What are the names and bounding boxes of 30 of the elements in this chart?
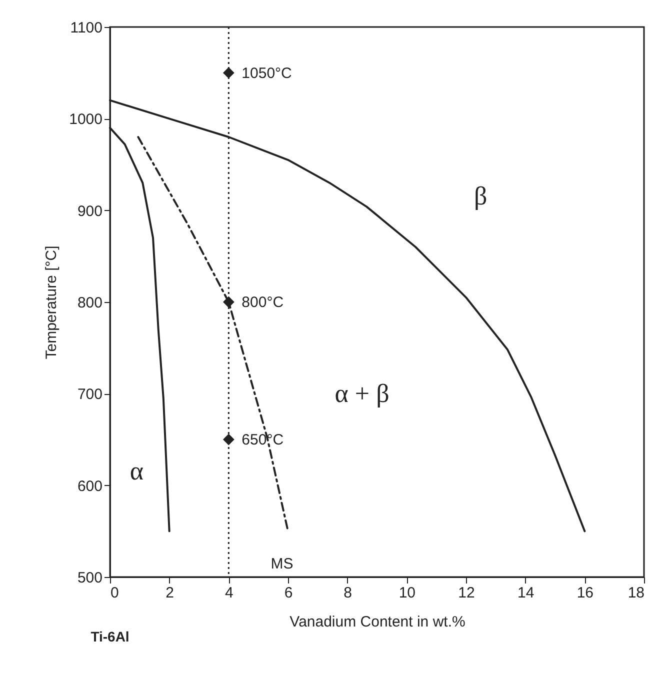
point	[222, 434, 234, 446]
y-tick-label: 900	[77, 202, 102, 220]
data-label: 800°C	[242, 294, 284, 311]
data-label: 1050°C	[242, 64, 292, 82]
data-label: 650°C	[242, 432, 284, 448]
x-tick-label: 16	[576, 584, 594, 602]
y-tick-label: 800	[77, 294, 102, 312]
annotation: α	[130, 456, 144, 486]
text: Ti-6Al	[90, 628, 130, 644]
x-tick-label: 4	[224, 584, 234, 602]
x-axis-title: Vanadium Content in wt.%	[290, 614, 466, 630]
y-tick-label: 700	[77, 386, 102, 404]
x-tick-label: 2	[166, 584, 174, 602]
x-tick-label: 6	[284, 584, 293, 602]
x-tick-label: 14	[517, 584, 534, 602]
x-tick-label: 0	[110, 584, 119, 602]
y-tick-label: 600	[77, 478, 102, 495]
y-tick-label: 1100	[70, 20, 102, 36]
x-tick-label: 10	[398, 584, 416, 602]
x-tick-label: 12	[458, 584, 475, 602]
x-tick-label: 18	[628, 584, 644, 602]
y-tick-label: 1000	[69, 111, 102, 128]
y-axis-title: Temperature [°C]	[43, 246, 60, 360]
annotation: MS	[270, 555, 294, 572]
point	[222, 67, 234, 79]
point	[222, 296, 234, 308]
x-tick-label: 8	[344, 584, 352, 602]
annotation: α + β	[334, 378, 390, 408]
annotation: β	[474, 181, 488, 210]
y-tick-label: 500	[77, 570, 102, 586]
